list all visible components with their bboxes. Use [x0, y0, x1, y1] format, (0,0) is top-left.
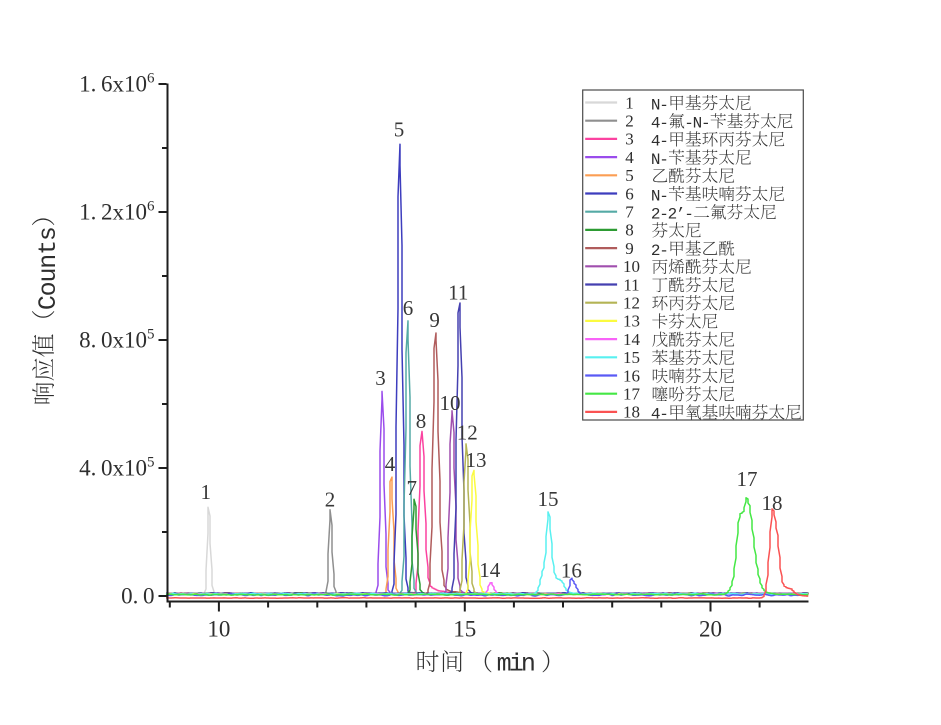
- svg-text:-: -: [701, 115, 711, 133]
- svg-text:-: -: [684, 206, 694, 224]
- svg-text:14: 14: [623, 330, 641, 349]
- svg-text:o: o: [34, 281, 63, 296]
- svg-text:11: 11: [623, 275, 639, 294]
- svg-text:-: -: [659, 96, 669, 114]
- svg-text:15: 15: [453, 617, 476, 642]
- svg-text:u: u: [34, 267, 63, 282]
- svg-text:10: 10: [623, 257, 640, 276]
- svg-text:2: 2: [651, 206, 661, 224]
- svg-text:-: -: [659, 151, 669, 169]
- svg-text:12: 12: [623, 294, 640, 313]
- svg-text:4: 4: [385, 452, 396, 476]
- svg-text:2: 2: [651, 242, 661, 260]
- svg-text:5: 5: [625, 166, 634, 185]
- svg-text:s: s: [34, 226, 63, 241]
- svg-text:-: -: [659, 115, 669, 133]
- svg-text:17: 17: [623, 385, 641, 404]
- svg-text:7: 7: [406, 476, 417, 500]
- svg-text:-: -: [659, 406, 669, 424]
- svg-text:18: 18: [762, 491, 783, 515]
- svg-text:13: 13: [623, 312, 640, 331]
- svg-text:3: 3: [625, 130, 634, 149]
- svg-text:11: 11: [448, 280, 468, 304]
- svg-text:m: m: [497, 650, 512, 679]
- svg-text:-: -: [659, 242, 669, 260]
- svg-text:0. 0: 0. 0: [121, 584, 154, 609]
- svg-text:4: 4: [651, 406, 661, 424]
- svg-text:12: 12: [457, 421, 478, 445]
- svg-text:t: t: [34, 240, 63, 255]
- svg-text:i: i: [509, 650, 524, 679]
- svg-text:-: -: [659, 187, 669, 205]
- svg-text:8: 8: [416, 409, 427, 433]
- svg-text:2: 2: [668, 206, 678, 224]
- svg-text:3: 3: [375, 366, 386, 390]
- svg-text:16: 16: [623, 366, 640, 385]
- svg-text:N: N: [651, 187, 661, 205]
- svg-text:20: 20: [699, 617, 722, 642]
- svg-text:6: 6: [403, 296, 414, 320]
- svg-text:10: 10: [207, 617, 230, 642]
- svg-text:C: C: [34, 295, 63, 310]
- svg-text:n: n: [521, 650, 536, 679]
- svg-text:9: 9: [625, 239, 634, 258]
- svg-text:9: 9: [429, 308, 440, 332]
- svg-text:4: 4: [625, 148, 634, 167]
- svg-text:18: 18: [623, 403, 640, 422]
- svg-text:5: 5: [394, 118, 405, 142]
- svg-text:4: 4: [651, 115, 661, 133]
- svg-text:N: N: [651, 151, 661, 169]
- svg-text:15: 15: [623, 348, 640, 367]
- svg-text:N: N: [651, 96, 661, 114]
- svg-text:7: 7: [625, 203, 634, 222]
- svg-text:2: 2: [325, 488, 336, 512]
- svg-text:1. 2x106: 1. 2x106: [79, 199, 155, 225]
- svg-text:-: -: [684, 115, 694, 133]
- svg-text:N: N: [693, 115, 703, 133]
- svg-text:-: -: [659, 133, 669, 151]
- svg-text:n: n: [34, 254, 63, 269]
- svg-text:4. 0x105: 4. 0x105: [79, 455, 154, 481]
- svg-text:17: 17: [737, 467, 758, 491]
- svg-text:6: 6: [625, 184, 634, 203]
- svg-text:2: 2: [625, 112, 634, 131]
- svg-text:8: 8: [625, 221, 634, 240]
- svg-text:15: 15: [538, 487, 559, 511]
- svg-text:13: 13: [466, 448, 487, 472]
- svg-text:16: 16: [561, 559, 582, 583]
- svg-text:-: -: [659, 206, 669, 224]
- svg-text:10: 10: [440, 391, 461, 415]
- svg-text:1. 6x106: 1. 6x106: [79, 71, 155, 97]
- svg-text:’: ’: [676, 206, 686, 224]
- svg-text:4: 4: [651, 133, 661, 151]
- svg-text:8. 0x105: 8. 0x105: [79, 327, 154, 353]
- svg-text:1: 1: [200, 480, 211, 504]
- svg-text:1: 1: [625, 93, 634, 112]
- svg-text:14: 14: [479, 558, 501, 582]
